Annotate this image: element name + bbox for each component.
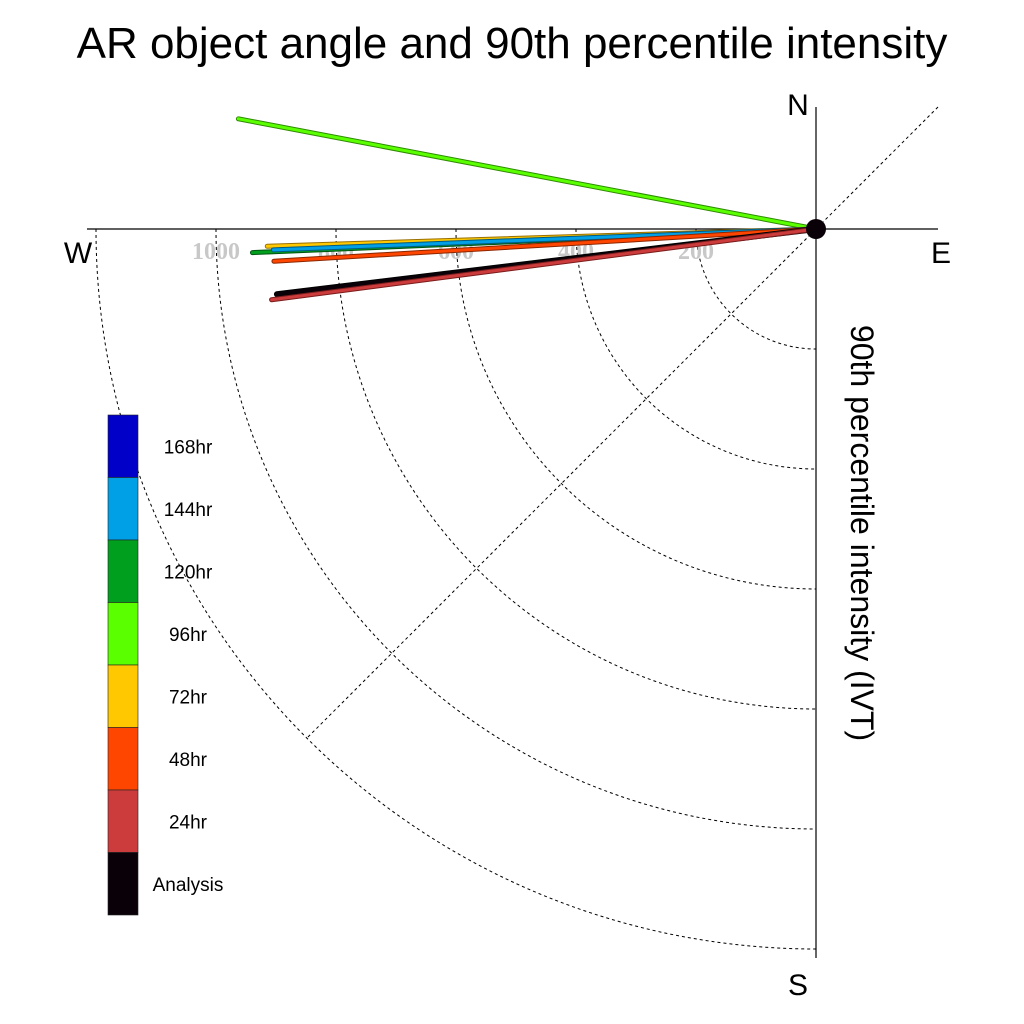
legend-swatch (107, 539, 139, 603)
legend-label: 48hr (169, 750, 208, 771)
series-lines (235, 116, 819, 303)
legend-swatch (107, 602, 139, 666)
legend-label: 24hr (169, 812, 208, 833)
legend-swatch (107, 477, 139, 541)
radial-gridline-arc (455, 228, 817, 590)
radial-axis-title: 90th percentile intensity (IVT) (844, 325, 880, 741)
legend-label: 144hr (164, 500, 213, 521)
radial-tick-label: 1000 (192, 239, 240, 265)
legend-label: Analysis (153, 875, 224, 896)
diagonal-gridline (306, 106, 939, 739)
legend-swatch (107, 789, 139, 853)
legend-swatch (107, 664, 139, 728)
origin-marker (806, 219, 826, 239)
radial-gridline-arc (575, 228, 817, 470)
legend-swatch (107, 414, 139, 478)
legend-label: 168hr (164, 437, 213, 458)
legend-label: 120hr (164, 562, 213, 583)
legend-label: 72hr (169, 687, 208, 708)
radial-gridline-arc (695, 228, 817, 350)
compass-south: S (788, 969, 808, 1002)
compass-north: N (787, 89, 809, 122)
legend-swatch (107, 852, 139, 916)
series-line-48hr (271, 226, 819, 264)
compass-west: W (64, 237, 93, 270)
chart-title: AR object angle and 90th percentile inte… (77, 19, 948, 68)
radial-gridline-arc (215, 228, 817, 830)
radial-gridline-arc (95, 228, 817, 950)
legend: 168hr 144hr 120hr 96hr 72hr 48hr 24hr Analysis (107, 414, 224, 916)
compass-east: E (931, 237, 951, 270)
series-line-24hr (269, 226, 819, 303)
series-line-96hr (235, 116, 819, 232)
legend-label: 96hr (169, 625, 208, 646)
legend-swatch (107, 727, 139, 791)
